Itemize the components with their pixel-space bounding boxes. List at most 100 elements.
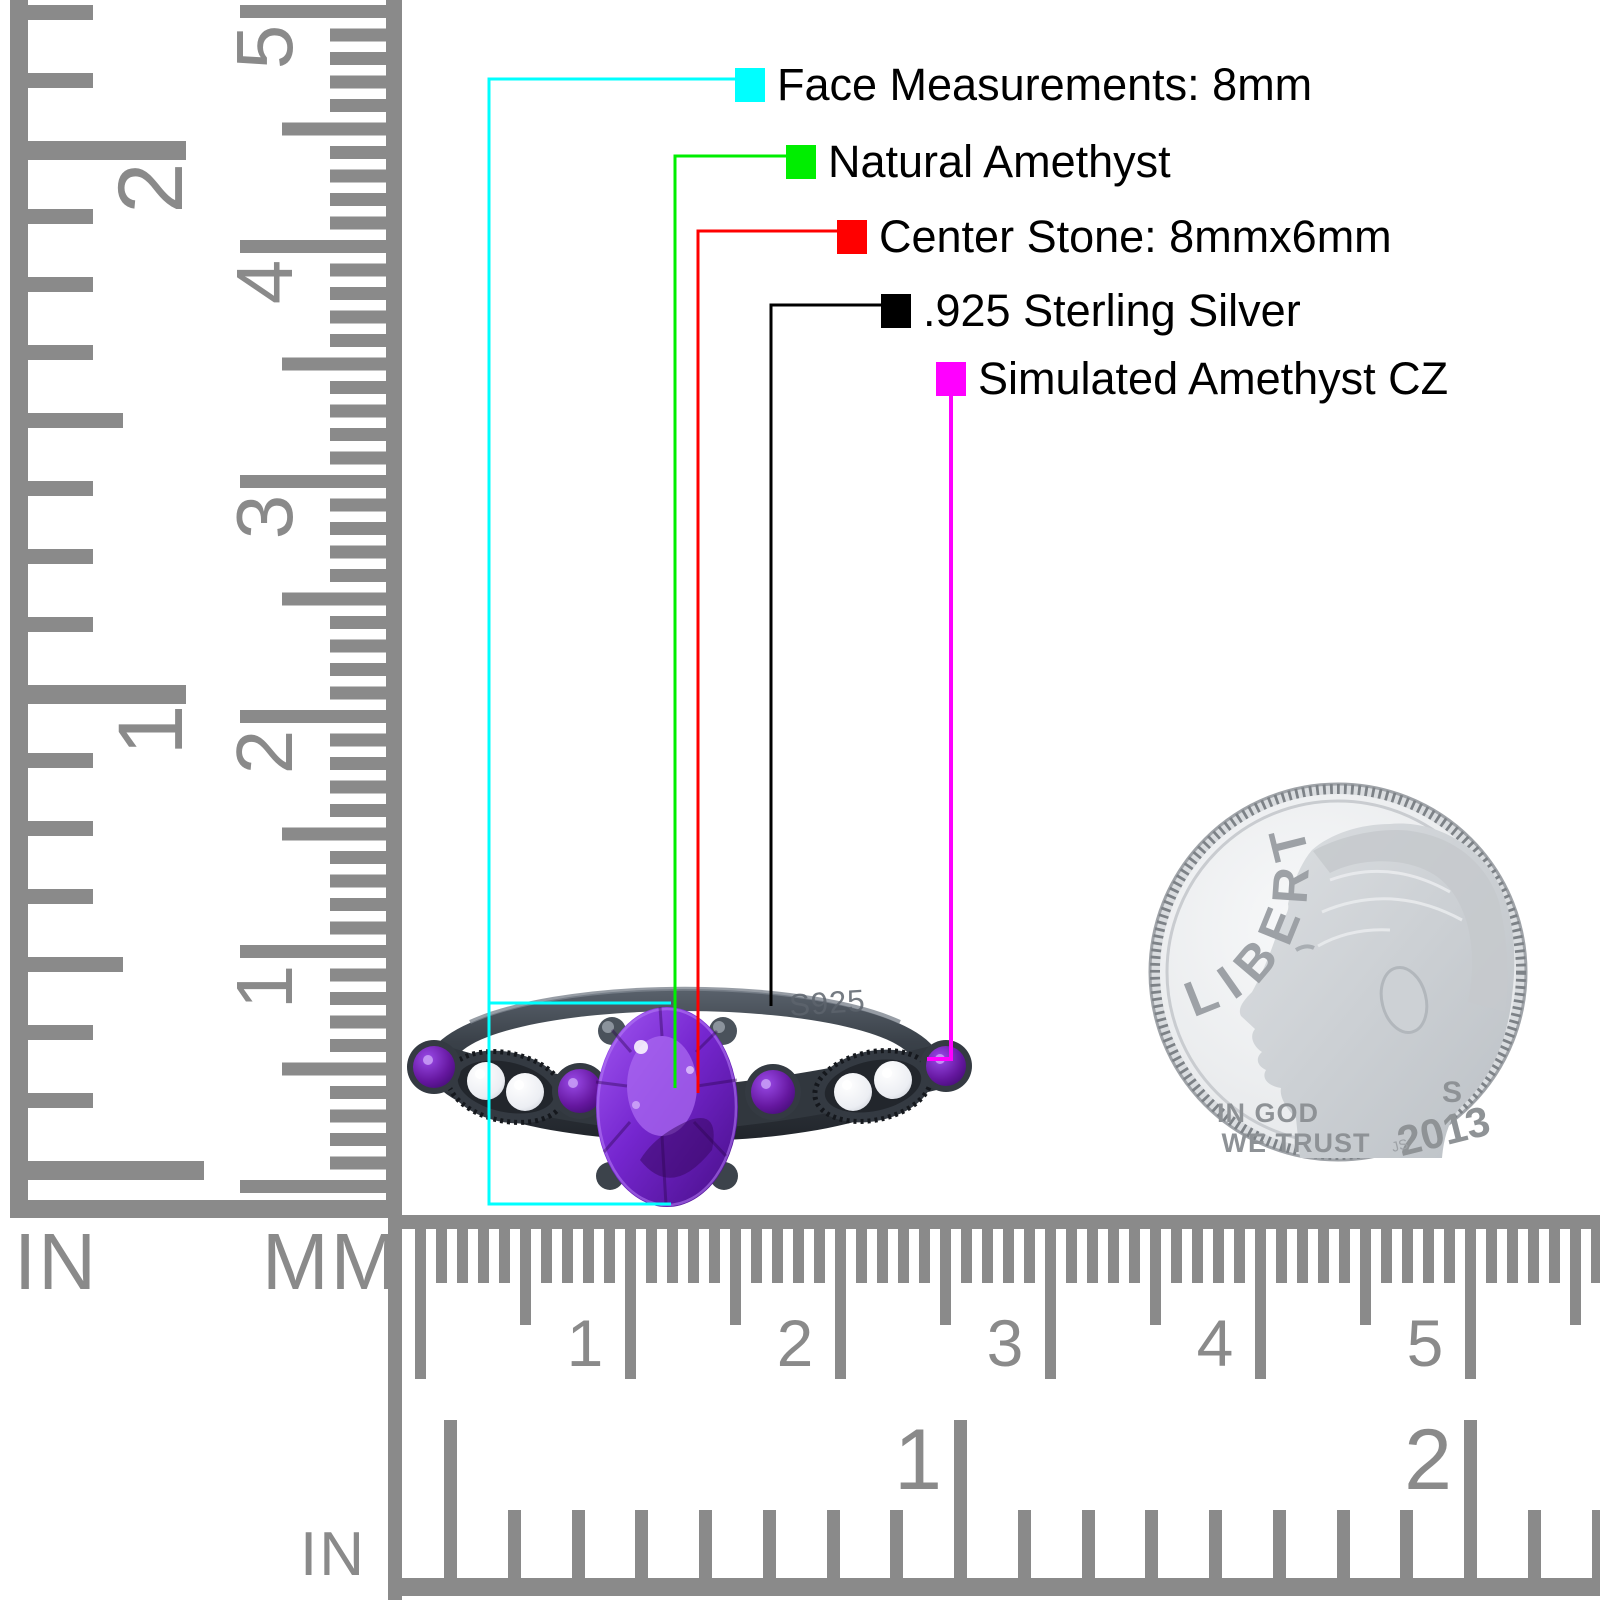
ruler-tick (572, 1510, 585, 1578)
ruler-tick (330, 451, 386, 465)
ruler-tick (541, 1229, 552, 1283)
ruler-tick (330, 52, 386, 65)
ruler-tick (961, 1229, 972, 1283)
ruler-tick (1145, 1510, 1158, 1578)
ruler-tick (1018, 1510, 1031, 1578)
ruler-tick (1423, 1229, 1434, 1283)
leader-line-cyan (487, 77, 736, 1206)
ruler-tick (330, 28, 386, 42)
ruler-tick (1528, 1229, 1539, 1283)
ruler-tick (1381, 1229, 1392, 1283)
ruler-tick (415, 1229, 426, 1379)
ruler-tick (330, 733, 386, 747)
ruler-tick (330, 780, 386, 794)
ruler-tick (28, 1025, 93, 1040)
ruler-tick (28, 1161, 204, 1180)
ruler-tick (1087, 1229, 1098, 1283)
ruler-number: 4 (220, 259, 309, 305)
ruler-tick (330, 1015, 386, 1029)
ruler-tick (478, 1229, 489, 1283)
leader-line-black (769, 303, 881, 1006)
ruler-tick (954, 1420, 967, 1578)
ruler-tick (28, 413, 123, 428)
ruler-tick (330, 263, 386, 277)
left-mm-ruler-unit-label: MM (262, 1217, 400, 1306)
annotation-face-measurements: Face Measurements: 8mm (735, 62, 1312, 107)
ruler-tick (330, 498, 386, 512)
legend-swatch-red (837, 219, 867, 254)
ruler-tick (28, 345, 93, 360)
ruler-tick (330, 75, 386, 89)
ruler-tick (330, 686, 386, 700)
leader-line-magenta (927, 390, 953, 1061)
ruler-tick (240, 5, 386, 18)
amethyst-accent-left (552, 1063, 608, 1119)
left-mm-ruler (386, 0, 402, 1218)
ruler-number: 2 (220, 729, 309, 775)
ruler-tick (667, 1229, 678, 1283)
ruler-tick (282, 592, 386, 606)
center-stone-setting (595, 1006, 738, 1207)
ruler-tick (457, 1229, 468, 1283)
ruler-tick (436, 1229, 447, 1283)
ruler-number: 2 (100, 162, 202, 214)
ruler-tick (330, 287, 386, 300)
roosevelt-portrait (1239, 823, 1515, 1158)
ruler-tick (28, 277, 93, 292)
coin-motto-line2: WE TRUST (1222, 1128, 1371, 1158)
annotation-sterling-silver: .925 Sterling Silver (881, 288, 1301, 333)
ruler-number: 2 (1404, 1412, 1452, 1508)
ruler-number: 1 (566, 1306, 604, 1380)
ruler-tick (1045, 1229, 1056, 1379)
ruler-tick (28, 957, 123, 972)
ruler-tick (330, 522, 386, 535)
ruler-edge-bar (388, 1212, 402, 1600)
ruler-tick (1549, 1229, 1560, 1283)
ruler-tick (330, 851, 386, 864)
coin-designer-initials: JS (1390, 1135, 1410, 1154)
ruler-tick (1592, 1510, 1600, 1578)
ruler-tick (709, 1229, 720, 1283)
ruler-tick (1464, 1420, 1477, 1578)
ruler-tick (1003, 1229, 1014, 1283)
ruler-number: 1 (894, 1412, 942, 1508)
ruler-tick (330, 874, 386, 888)
ruler-tick (499, 1229, 510, 1283)
ruler-tick (330, 804, 386, 817)
ruler-tick (1276, 1229, 1287, 1283)
ruler-number: 5 (220, 24, 309, 70)
ruler-tick (814, 1229, 825, 1283)
ruler-tick (1209, 1510, 1222, 1578)
ruler-bar (402, 1215, 1600, 1229)
amethyst-accent-right (745, 1064, 801, 1120)
ruler-tick (1400, 1510, 1413, 1578)
ruler-tick (763, 1510, 776, 1578)
ruler-number: 1 (220, 964, 309, 1010)
annotation-natural-amethyst: Natural Amethyst (786, 139, 1171, 184)
ruler-tick (751, 1229, 762, 1283)
ruler-tick (330, 1039, 386, 1052)
ruler-tick (330, 334, 386, 347)
ruler-tick (28, 685, 186, 704)
ruler-tick (330, 1133, 386, 1146)
ruler-tick (1024, 1229, 1035, 1283)
ruler-tick (1444, 1229, 1455, 1283)
bottom-inch-ruler (402, 1578, 1600, 1596)
amethyst-accent-far-right (920, 1040, 972, 1092)
ruler-tick (625, 1229, 636, 1379)
ruler-number: 3 (986, 1306, 1024, 1380)
ruler-number: 5 (1406, 1306, 1444, 1380)
ruler-tick (1273, 1510, 1286, 1578)
ruler-tick (646, 1229, 657, 1283)
annotation-label: Face Measurements: 8mm (777, 59, 1313, 110)
white-cz-stone (874, 1061, 912, 1099)
ruler-tick (330, 1109, 386, 1123)
ruler-tick (1213, 1229, 1224, 1283)
ruler-tick (982, 1229, 993, 1283)
ruler-tick (1486, 1229, 1497, 1283)
ruler-tick (1297, 1229, 1308, 1283)
ruler-tick (330, 968, 386, 982)
ruler-tick (1570, 1229, 1581, 1325)
